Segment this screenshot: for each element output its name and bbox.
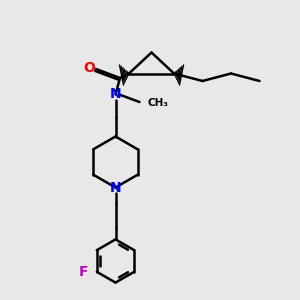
Text: N: N <box>110 88 121 101</box>
Text: F: F <box>79 265 88 279</box>
Text: O: O <box>83 61 95 74</box>
Text: N: N <box>110 181 121 194</box>
Text: CH₃: CH₃ <box>148 98 169 108</box>
